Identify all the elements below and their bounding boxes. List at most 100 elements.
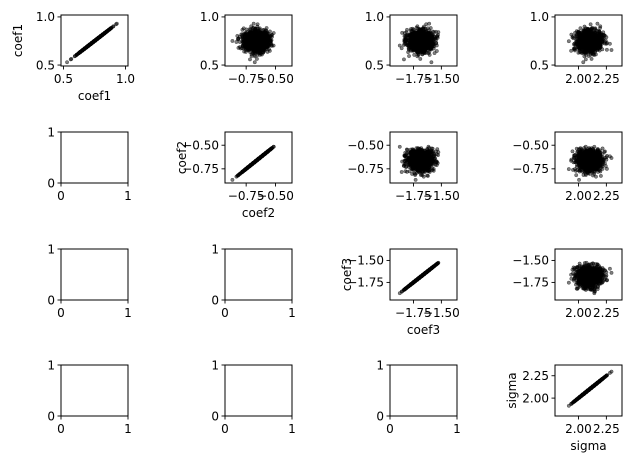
scatter-point xyxy=(234,40,239,44)
x-tick-label: 1.0 xyxy=(116,72,135,86)
scatter-point xyxy=(259,51,263,56)
panel-r0-c1: −0.75−0.50 0.5 1.0 xyxy=(200,10,294,86)
x-tick-label: 0 xyxy=(57,189,65,203)
x-tick-label: −1.50 xyxy=(423,72,460,86)
scatter-point xyxy=(580,51,584,56)
y-tick-label: 0.5 xyxy=(530,58,549,72)
scatter-point xyxy=(598,34,603,39)
scatter-point xyxy=(609,48,614,52)
scatter-point xyxy=(588,41,593,46)
scatter-point xyxy=(249,54,254,58)
scatter-point xyxy=(598,43,603,48)
x-tick-label: −0.75 xyxy=(228,72,265,86)
axes-frame xyxy=(60,14,129,67)
scatter-point xyxy=(604,47,609,52)
scatter-point xyxy=(69,57,74,61)
scatter-point xyxy=(592,42,597,46)
scatter-point xyxy=(593,26,598,31)
scatter-point xyxy=(239,32,244,37)
scatter-point xyxy=(259,41,264,46)
scatter-point xyxy=(583,57,588,62)
scatter-point xyxy=(271,31,276,35)
scatter-point xyxy=(251,21,256,26)
scatter-point xyxy=(255,42,260,47)
scatter-point xyxy=(405,42,410,47)
scatter-point xyxy=(420,51,425,56)
scatter-point xyxy=(566,39,571,44)
scatter-point xyxy=(601,36,606,41)
scatter-point xyxy=(419,34,424,39)
scatter-point xyxy=(434,40,439,45)
x-tick-label: 2.25 xyxy=(593,72,620,86)
y-axis-label: coef1 xyxy=(11,24,25,57)
scatter-point xyxy=(265,41,270,46)
scatter-point xyxy=(247,27,252,31)
scatter-point xyxy=(595,38,599,43)
scatter-point xyxy=(241,26,246,31)
scatter-point xyxy=(236,36,241,41)
scatter-points xyxy=(230,144,276,182)
scatter-point xyxy=(577,39,581,43)
scatter-point xyxy=(603,41,607,46)
scatter-point xyxy=(409,27,413,31)
y-tick-label: 0.5 xyxy=(200,58,219,72)
scatter-point xyxy=(429,34,434,39)
scatter-point xyxy=(569,48,574,53)
x-tick-label: −0.50 xyxy=(257,72,294,86)
scatter-point xyxy=(425,26,430,31)
scatter-point xyxy=(402,57,406,62)
scatter-point xyxy=(246,42,251,47)
scatter-point xyxy=(426,51,431,56)
scatter-point xyxy=(402,31,407,35)
y-tick-label: 0 xyxy=(47,176,55,190)
scatter-point xyxy=(585,38,590,43)
scatter-point xyxy=(588,22,593,27)
scatter-point xyxy=(76,51,81,56)
scatter-point xyxy=(271,43,276,48)
scatter-point xyxy=(397,43,402,48)
scatter-point xyxy=(418,42,423,47)
scatter-point xyxy=(583,26,588,31)
y-tick-label: 0.5 xyxy=(36,58,55,72)
scatter-point xyxy=(594,45,599,49)
scatter-point xyxy=(412,52,417,57)
y-tick-label: 1.0 xyxy=(530,10,549,24)
x-tick-label: 0.5 xyxy=(54,72,73,86)
scatter-point xyxy=(236,45,241,50)
scatter-point xyxy=(425,34,430,39)
scatter-point xyxy=(251,51,256,56)
scatter-point xyxy=(255,57,259,61)
scatter-point xyxy=(257,26,262,31)
scatter-point xyxy=(426,41,430,46)
scatter-point xyxy=(73,54,77,58)
scatter-point xyxy=(81,47,85,52)
scatter-point xyxy=(432,51,437,56)
scatter-point xyxy=(420,26,425,31)
scatter-point xyxy=(598,26,602,30)
scatter-point xyxy=(262,34,267,39)
scatter-point xyxy=(89,41,94,46)
scatter-point xyxy=(586,44,591,48)
scatter-point xyxy=(418,57,423,61)
scatter-point xyxy=(93,38,98,43)
x-tick-label: 1 xyxy=(124,189,132,203)
scatter-point xyxy=(410,37,414,42)
scatter-point xyxy=(102,31,107,35)
scatter-point xyxy=(426,46,431,51)
scatter-point xyxy=(407,54,411,58)
y-tick-label: 1.0 xyxy=(200,10,219,24)
scatter-points xyxy=(65,21,119,65)
scatter-point xyxy=(408,32,412,37)
scatter-point xyxy=(252,60,257,65)
scatter-point xyxy=(260,31,265,35)
scatter-point xyxy=(581,60,586,65)
scatter-point xyxy=(266,31,271,36)
scatter-point xyxy=(251,26,256,31)
axes-frame xyxy=(389,14,458,67)
scatter-point xyxy=(608,41,612,46)
panel-r1-c0: 0 101 xyxy=(47,125,131,203)
scatter-point xyxy=(413,35,418,40)
scatter-point xyxy=(114,22,118,27)
x-tick-label: 2.00 xyxy=(565,72,592,86)
